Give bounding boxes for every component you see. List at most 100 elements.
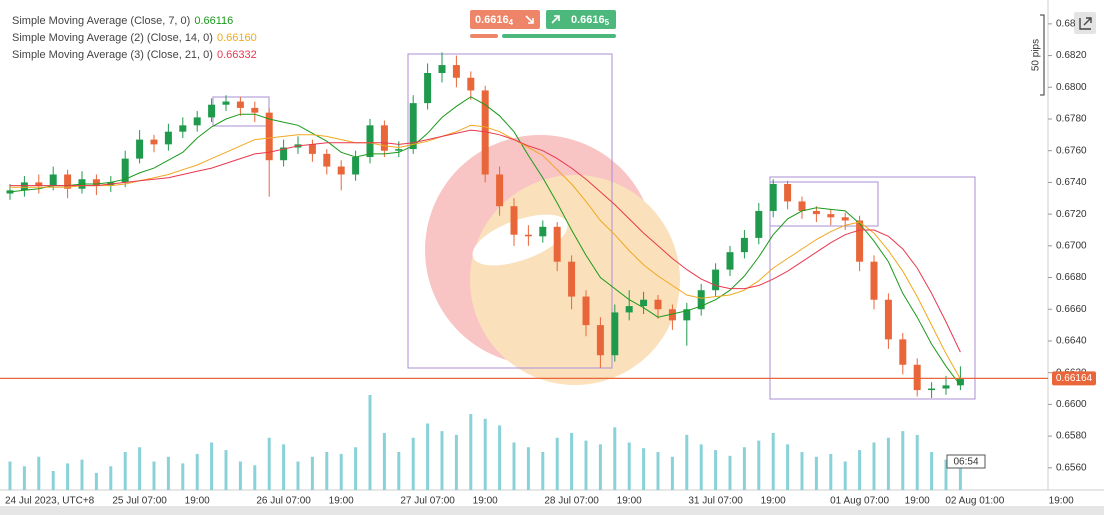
- volume-pane: [8, 395, 962, 490]
- candle-body: [424, 73, 432, 104]
- volume-bar: [843, 461, 847, 490]
- y-tick-label: 0.6820: [1056, 50, 1087, 61]
- candle-body: [611, 312, 619, 356]
- volume-bar: [584, 440, 588, 490]
- volume-bar: [382, 433, 386, 490]
- sell-price-main[interactable]: 0.6616: [475, 14, 509, 26]
- volume-bar: [440, 431, 444, 490]
- candle-body: [136, 139, 144, 159]
- volume-bar: [51, 471, 55, 490]
- volume-bar: [901, 431, 905, 490]
- volume-bar: [411, 437, 415, 490]
- sell-price-pip[interactable]: 4: [509, 18, 514, 27]
- expand-button[interactable]: [1074, 12, 1096, 34]
- volume-bar: [814, 456, 818, 490]
- expand-icon: [1079, 17, 1092, 30]
- candle-body: [740, 237, 748, 253]
- drawing-box: [407, 53, 613, 369]
- candle-body: [20, 182, 28, 191]
- x-tick-label: 19:00: [905, 496, 930, 507]
- volume-bar: [714, 450, 718, 490]
- buy-bar: [502, 34, 616, 38]
- candle-body: [683, 309, 691, 321]
- volume-bar: [94, 472, 98, 490]
- volume-bar: [685, 434, 689, 490]
- candle-body: [870, 261, 878, 300]
- candle-body: [640, 299, 648, 307]
- sell-button-bg[interactable]: [470, 10, 540, 29]
- candle-body: [712, 269, 720, 291]
- pips-bracket: [1040, 14, 1045, 96]
- candle-body: [308, 144, 316, 154]
- volume-bar: [570, 433, 574, 490]
- candle-body: [323, 153, 331, 167]
- volume-bar: [642, 448, 646, 490]
- candle-body: [798, 201, 806, 211]
- candle-body: [438, 65, 446, 74]
- pips-label: 50 pips: [1031, 39, 1042, 71]
- candle-body: [49, 174, 57, 186]
- candle-body: [251, 107, 259, 113]
- volume-bar: [138, 447, 142, 490]
- volume-bar: [282, 444, 286, 490]
- y-tick-label: 0.6780: [1056, 114, 1087, 125]
- volume-bar: [958, 466, 962, 490]
- buy-price-pip[interactable]: 5: [605, 18, 610, 27]
- candle-body: [6, 190, 14, 194]
- buy-price[interactable]: 0.66165: [571, 14, 610, 27]
- candle-body: [265, 112, 273, 161]
- volume-bar: [267, 437, 271, 490]
- volume-bar: [66, 463, 70, 490]
- volume-bar: [8, 461, 12, 490]
- candle-body: [582, 296, 590, 326]
- x-tick-label: 01 Aug 07:00: [830, 496, 889, 507]
- buy-button-bg[interactable]: [546, 10, 616, 29]
- y-tick-label: 0.6800: [1056, 82, 1087, 93]
- time-box: [946, 454, 986, 469]
- buy-price-main[interactable]: 0.6616: [571, 14, 605, 26]
- candle-body: [913, 364, 921, 391]
- candle-body: [841, 217, 849, 221]
- candle-body: [366, 125, 374, 158]
- legend-entry: Simple Moving Average (3) (Close, 21, 0)…: [12, 49, 257, 61]
- y-tick-label: 0.6700: [1056, 240, 1087, 251]
- y-tick-label: 0.6600: [1056, 399, 1087, 410]
- x-tick-label: 26 Jul 07:00: [256, 496, 311, 507]
- buy-arrow: [551, 15, 560, 24]
- buy-button[interactable]: 0.66165: [546, 10, 616, 29]
- x-tick-label: 19:00: [473, 496, 498, 507]
- drawing-box: [769, 176, 976, 400]
- candle-body: [496, 174, 504, 207]
- candle-body: [942, 385, 950, 389]
- volume-bar: [699, 444, 703, 490]
- candle-body: [784, 183, 792, 202]
- y-tick-label: 0.6640: [1056, 336, 1087, 347]
- candle-body: [280, 147, 288, 161]
- volume-bar: [930, 452, 934, 490]
- sell-bar: [470, 34, 498, 38]
- current-time: 06:54: [953, 457, 978, 468]
- candle-body: [812, 210, 820, 215]
- x-tick-label: 19:00: [617, 496, 642, 507]
- volume-bar: [454, 434, 458, 490]
- candle-body: [568, 261, 576, 297]
- volume-bar: [181, 463, 185, 490]
- volume-bar: [368, 395, 372, 490]
- sell-button[interactable]: 0.66164: [470, 10, 540, 29]
- expand-bg[interactable]: [1074, 12, 1096, 34]
- volume-bar: [742, 447, 746, 490]
- candle-body: [395, 149, 403, 151]
- x-tick-label: 19:00: [1049, 496, 1074, 507]
- x-tick-label: 19:00: [761, 496, 786, 507]
- sell-price[interactable]: 0.66164: [475, 14, 514, 27]
- legend-value: 0.66332: [217, 49, 257, 61]
- candle-body: [769, 183, 777, 211]
- volume-bar: [109, 466, 113, 490]
- volume-bar: [166, 456, 170, 490]
- candle-body: [467, 77, 475, 91]
- volume-bar: [253, 465, 257, 490]
- volume-bar: [786, 444, 790, 490]
- volume-bar: [22, 466, 26, 490]
- candle-body: [510, 206, 518, 235]
